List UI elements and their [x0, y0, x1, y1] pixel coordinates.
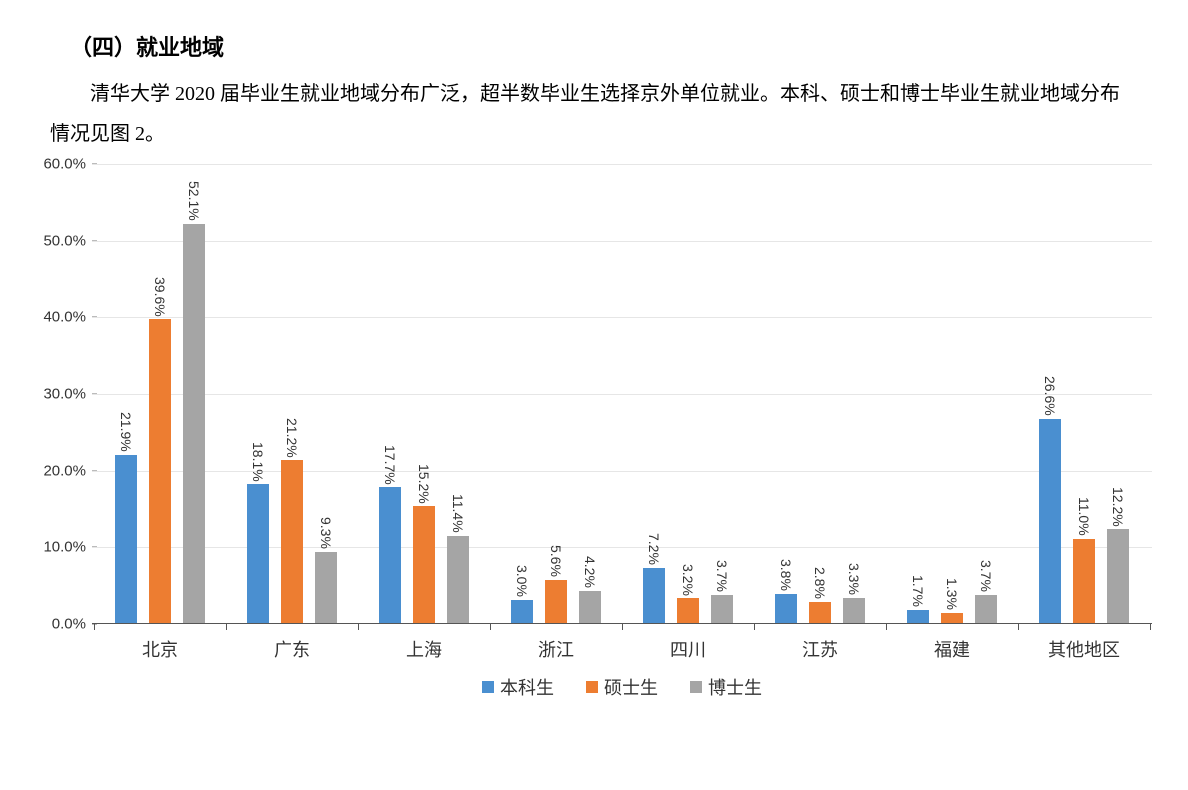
- x-tick-mark: [358, 624, 359, 630]
- bar-value-label: 3.0%: [514, 565, 530, 597]
- bar-group: 3.8% 2.8% 3.3%: [754, 164, 886, 623]
- bar: 7.2%: [643, 568, 665, 623]
- bar: 12.2%: [1107, 529, 1129, 623]
- x-category-label: 广东: [274, 636, 310, 662]
- bar-value-label: 52.1%: [186, 181, 202, 221]
- y-tick-label: 10.0%: [43, 539, 86, 556]
- x-category-label: 北京: [142, 636, 178, 662]
- bar-group: 1.7% 1.3% 3.7%: [886, 164, 1018, 623]
- bar-value-label: 3.2%: [680, 564, 696, 596]
- bar: 21.9%: [115, 455, 137, 623]
- bar: 26.6%: [1039, 419, 1061, 623]
- bar-value-label: 4.2%: [582, 556, 598, 588]
- bar: 1.7%: [907, 610, 929, 623]
- bar: 17.7%: [379, 487, 401, 623]
- bar-value-label: 26.6%: [1042, 376, 1058, 416]
- x-category-label: 江苏: [802, 636, 838, 662]
- legend-item: 本科生: [482, 674, 554, 700]
- bar: 9.3%: [315, 552, 337, 623]
- x-axis: 北京 广东 上海 浙江 四川 江苏 福建 其他地区: [92, 630, 1152, 660]
- legend-swatch: [690, 681, 702, 693]
- legend-label: 博士生: [708, 674, 762, 700]
- x-category-label: 上海: [406, 636, 442, 662]
- bar-value-label: 11.0%: [1076, 497, 1092, 536]
- x-tick-mark: [886, 624, 887, 630]
- bar-value-label: 5.6%: [548, 545, 564, 577]
- x-category-label: 浙江: [538, 636, 574, 662]
- legend-label: 硕士生: [604, 674, 658, 700]
- bar-value-label: 3.7%: [978, 560, 994, 592]
- bar-value-label: 15.2%: [416, 464, 432, 504]
- bar-group: 3.0% 5.6% 4.2%: [490, 164, 622, 623]
- y-tick-label: 50.0%: [43, 232, 86, 249]
- bar-group: 18.1% 21.2% 9.3%: [226, 164, 358, 623]
- bar: 11.4%: [447, 536, 469, 623]
- bar-value-label: 3.8%: [778, 559, 794, 591]
- legend-swatch: [586, 681, 598, 693]
- x-tick-mark: [226, 624, 227, 630]
- bar: 39.6%: [149, 319, 171, 623]
- bar-value-label: 2.8%: [812, 567, 828, 599]
- bar-value-label: 18.1%: [250, 442, 266, 482]
- x-tick-mark: [1150, 624, 1151, 630]
- legend-item: 硕士生: [586, 674, 658, 700]
- bar-value-label: 3.3%: [846, 563, 862, 595]
- bar: 52.1%: [183, 224, 205, 623]
- bar-value-label: 1.3%: [944, 578, 960, 610]
- x-tick-mark: [622, 624, 623, 630]
- bar-value-label: 21.9%: [118, 412, 134, 452]
- bar: 3.7%: [711, 595, 733, 623]
- legend-swatch: [482, 681, 494, 693]
- bar: 1.3%: [941, 613, 963, 623]
- bar: 2.8%: [809, 602, 831, 623]
- bar-value-label: 3.7%: [714, 560, 730, 592]
- x-category-label: 其他地区: [1048, 636, 1120, 662]
- bar-group: 17.7% 15.2% 11.4%: [358, 164, 490, 623]
- bar: 3.3%: [843, 598, 865, 623]
- bar-value-label: 7.2%: [646, 533, 662, 565]
- legend: 本科生 硕士生 博士生: [92, 674, 1152, 700]
- x-category-label: 福建: [934, 636, 970, 662]
- bar: 15.2%: [413, 506, 435, 623]
- legend-label: 本科生: [500, 674, 554, 700]
- bar-group: 21.9% 39.6% 52.1%: [94, 164, 226, 623]
- y-tick-label: 60.0%: [43, 156, 86, 173]
- x-tick-mark: [94, 624, 95, 630]
- x-tick-mark: [490, 624, 491, 630]
- bar: 3.0%: [511, 600, 533, 623]
- y-tick-label: 20.0%: [43, 462, 86, 479]
- bar-value-label: 1.7%: [910, 575, 926, 607]
- x-tick-mark: [754, 624, 755, 630]
- y-axis: 0.0%10.0%20.0%30.0%40.0%50.0%60.0%: [30, 164, 92, 624]
- y-tick-label: 30.0%: [43, 386, 86, 403]
- x-tick-mark: [1018, 624, 1019, 630]
- bar-value-label: 21.2%: [284, 418, 300, 458]
- bar: 21.2%: [281, 460, 303, 623]
- intro-paragraph: 清华大学 2020 届毕业生就业地域分布广泛，超半数毕业生选择京外单位就业。本科…: [50, 74, 1138, 154]
- bar: 3.8%: [775, 594, 797, 623]
- x-category-label: 四川: [670, 636, 706, 662]
- bar-group: 26.6% 11.0% 12.2%: [1018, 164, 1150, 623]
- bar-value-label: 9.3%: [318, 517, 334, 549]
- y-tick-label: 0.0%: [52, 616, 86, 633]
- bar-value-label: 39.6%: [152, 277, 168, 317]
- bar: 4.2%: [579, 591, 601, 623]
- bar: 18.1%: [247, 484, 269, 623]
- bar: 3.2%: [677, 598, 699, 623]
- bar: 5.6%: [545, 580, 567, 623]
- section-heading: （四）就业地域: [70, 30, 1158, 62]
- bar: 3.7%: [975, 595, 997, 623]
- legend-item: 博士生: [690, 674, 762, 700]
- bar: 11.0%: [1073, 539, 1095, 623]
- bar-group: 7.2% 3.2% 3.7%: [622, 164, 754, 623]
- employment-region-chart: 0.0%10.0%20.0%30.0%40.0%50.0%60.0% 21.9%…: [30, 164, 1158, 724]
- bar-value-label: 11.4%: [450, 494, 466, 533]
- bar-value-label: 12.2%: [1110, 487, 1126, 527]
- y-tick-label: 40.0%: [43, 309, 86, 326]
- plot-area: 21.9%39.6%52.1%18.1%21.2%9.3%17.7%15.2%1…: [92, 164, 1152, 624]
- bar-value-label: 17.7%: [382, 445, 398, 485]
